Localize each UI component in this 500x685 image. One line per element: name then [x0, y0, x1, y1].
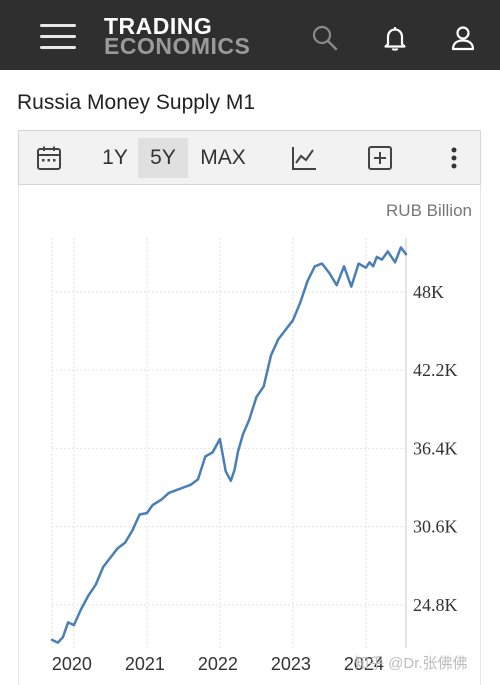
menu-icon[interactable] [40, 22, 76, 50]
user-icon[interactable] [449, 24, 477, 52]
range-5y-button[interactable]: 5Y [138, 138, 188, 178]
add-icon[interactable] [363, 138, 397, 178]
top-navigation-bar: TRADING ECONOMICS [0, 0, 500, 70]
unit-label: RUB Billion [386, 201, 472, 220]
more-icon[interactable] [439, 138, 469, 178]
y-tick-label: 48K [413, 282, 444, 302]
y-tick-label: 24.8K [413, 595, 458, 615]
x-tick-label: 2022 [198, 654, 238, 674]
range-1y-button[interactable]: 1Y [102, 146, 128, 169]
logo-line1: TRADING [104, 13, 213, 39]
chart-toolbar: 1Y 5Y MAX [18, 130, 481, 185]
watermark: 知乎 @Dr.张佛佛 [354, 655, 468, 672]
x-tick-label: 2021 [125, 654, 165, 674]
y-tick-label: 42.2K [413, 360, 458, 380]
series-line [50, 246, 408, 644]
bell-icon[interactable] [381, 24, 409, 52]
line-chart-icon[interactable] [287, 138, 321, 178]
trading-economics-logo[interactable]: TRADING ECONOMICS [104, 13, 251, 59]
y-tick-label: 30.6K [413, 517, 458, 537]
range-max-button[interactable]: MAX [200, 146, 246, 169]
y-tick-label: 36.4K [413, 438, 458, 458]
x-tick-label: 2024 [344, 654, 384, 674]
logo-line2: ECONOMICS [104, 33, 251, 59]
calendar-icon[interactable] [33, 138, 65, 178]
search-icon[interactable] [311, 24, 339, 52]
chart-card: RUB Billion [18, 185, 481, 685]
x-tick-label: 2020 [52, 654, 92, 674]
x-tick-label: 2023 [271, 654, 311, 674]
page-title: Russia Money Supply M1 [17, 91, 256, 114]
